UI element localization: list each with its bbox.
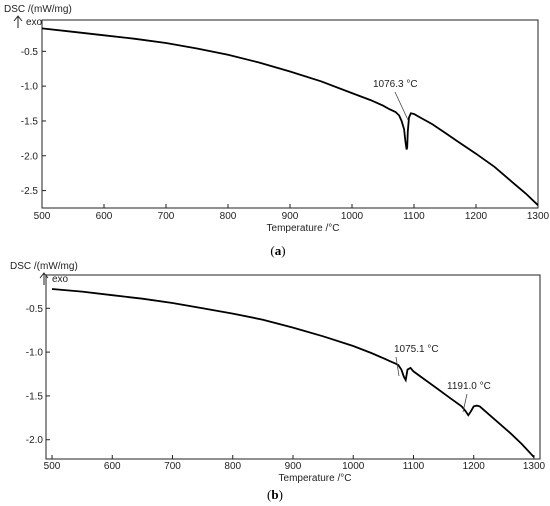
panel-a-x-tick-label: 900 <box>282 211 299 222</box>
panel-a-up-arrow-icon <box>13 15 23 28</box>
panel-a-x-tick-label: 700 <box>158 211 175 222</box>
panel-b-y-tick-label: -0.5 <box>26 304 44 315</box>
panel-b-peak-annotation: 1191.0 °C <box>447 381 491 392</box>
panel-a-y-tick-label: -1.0 <box>21 82 39 93</box>
panel-a-x-axis-title: Temperature /°C <box>267 223 340 234</box>
panel-b-label: (b) <box>267 487 283 502</box>
panel-a-x-tick-label: 1000 <box>341 211 364 222</box>
panel-a-exo-label: exo <box>26 17 43 28</box>
panel-a-peak-annotation: 1076.3 °C <box>373 79 418 90</box>
panel-b-x-tick-label: 1100 <box>403 461 425 472</box>
panel-a-x-tick-label: 1200 <box>465 211 488 222</box>
panel-a-x-tick-label: 500 <box>34 211 51 222</box>
panel-a-annotation-leader <box>394 91 409 121</box>
panel-b-x-tick-label: 800 <box>224 461 241 472</box>
panel-b-x-tick-label: 1000 <box>342 461 365 472</box>
panel-a-label: (a) <box>270 243 285 258</box>
panel-a-x-tick-label: 1300 <box>527 211 550 222</box>
panel-b-series-line <box>51 288 535 458</box>
panel-b-exo-label: exo <box>52 274 69 285</box>
panel-b-y-tick-label: -2.0 <box>26 435 44 446</box>
panel-b-chart: DSC /(mW/mg) exo -0.5 -1.0 -1.5 -2.0 500 600… <box>10 261 546 502</box>
panel-b-x-tick-label: 600 <box>104 461 121 472</box>
panel-b-peak-annotation: 1075.1 °C <box>394 344 439 355</box>
panel-a-series-line <box>41 27 539 206</box>
panel-a-x-tick-label: 1100 <box>403 211 425 222</box>
panel-a-y-tick-label: -2.0 <box>21 151 39 162</box>
panel-b-y-tick-label: -1.5 <box>26 391 44 402</box>
panel-b-annotation-leader <box>462 393 468 413</box>
panel-b-x-tick-label: 1200 <box>463 461 486 472</box>
panel-b-exo-indicator: exo <box>39 272 69 285</box>
panel-b-y-axis-title: DSC /(mW/mg) <box>10 261 78 272</box>
panel-b-annotation-leader <box>395 356 400 377</box>
panel-a-x-tick-label: 600 <box>96 211 113 222</box>
panel-b-plot-frame <box>45 274 541 460</box>
panel-b-x-tick-label: 700 <box>164 461 181 472</box>
panel-b-x-axis-title: Temperature /°C <box>279 473 352 484</box>
panel-b-x-tick-label: 1300 <box>523 461 546 472</box>
panel-b-y-tick-label: -1.0 <box>26 348 44 359</box>
panel-a-y-tick-label: -1.5 <box>21 116 39 127</box>
panel-b-up-arrow-icon <box>39 272 49 285</box>
panel-a-exo-indicator: exo <box>13 15 43 28</box>
panel-b-x-tick-label: 900 <box>285 461 302 472</box>
panel-a-y-tick-label: -0.5 <box>21 47 39 58</box>
panel-a-x-tick-label: 800 <box>220 211 237 222</box>
panel-a-y-axis-title: DSC /(mW/mg) <box>4 4 72 15</box>
panel-a-y-tick-label: -2.5 <box>21 186 39 197</box>
panel-a-chart: DSC /(mW/mg) exo -0.5 -1.0 -1.5 -2.0 -2.5 50… <box>4 4 550 258</box>
panel-a-plot-frame <box>41 19 539 209</box>
panel-b-x-tick-label: 500 <box>44 461 61 472</box>
